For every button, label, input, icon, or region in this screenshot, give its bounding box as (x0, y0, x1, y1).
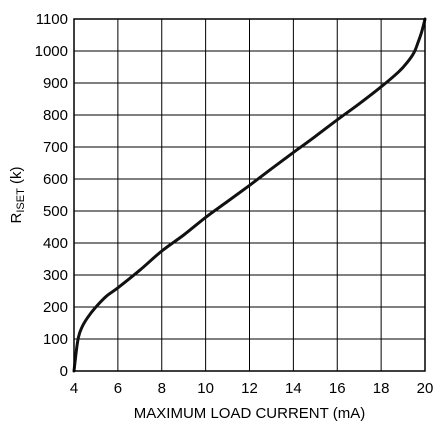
x-tick-label: 18 (373, 380, 390, 397)
y-tick-label: 800 (43, 107, 68, 124)
y-tick-label: 600 (43, 171, 68, 188)
y-tick-label: 200 (43, 299, 68, 316)
y-tick-label: 500 (43, 203, 68, 220)
y-tick-label: 0 (60, 363, 68, 380)
y-axis-label-subscript: ISET (15, 188, 27, 213)
x-tick-label: 8 (158, 380, 166, 397)
x-tick-label: 4 (70, 380, 78, 397)
y-axis-label-main: R (8, 212, 25, 223)
y-tick-label: 300 (43, 267, 68, 284)
y-axis-ticks: 0 100 200 300 400 500 600 700 800 900 1000 1100 (35, 11, 68, 380)
y-tick-label: 1100 (36, 11, 68, 28)
y-tick-label: 1000 (35, 43, 68, 60)
x-tick-label: 20 (417, 380, 433, 397)
x-tick-label: 14 (285, 380, 302, 397)
y-tick-label: 700 (43, 139, 68, 156)
y-axis-label-suffix: (k) (8, 167, 25, 189)
x-axis-ticks: 4 6 8 10 12 14 16 18 20 (70, 380, 433, 397)
data-series-line (72, 17, 427, 373)
y-tick-label: 900 (43, 75, 68, 92)
x-axis-label: MAXIMUM LOAD CURRENT (mA) (134, 405, 365, 422)
x-tick-label: 10 (197, 380, 214, 397)
x-tick-label: 12 (241, 380, 258, 397)
y-tick-label: 400 (43, 235, 68, 252)
y-axis-label: RISET (k) (8, 167, 27, 224)
plot-frame (73, 18, 426, 372)
x-tick-label: 6 (114, 380, 122, 397)
y-tick-label: 100 (43, 331, 68, 348)
x-tick-label: 16 (329, 380, 346, 397)
grid (73, 18, 426, 372)
